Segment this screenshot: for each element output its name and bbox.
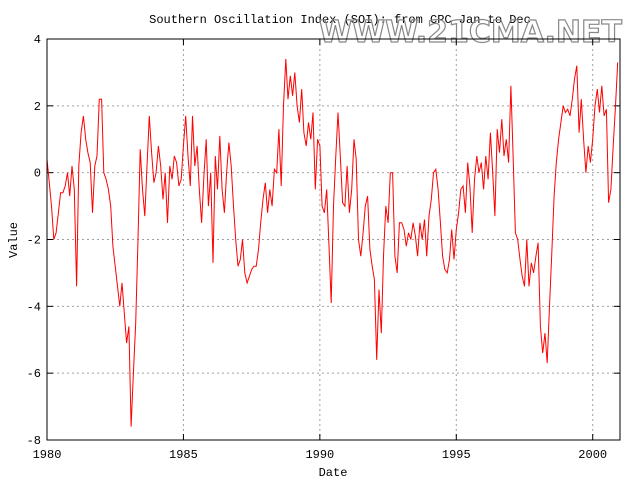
y-axis-label: Value	[7, 222, 21, 258]
x-tick-label: 1990	[305, 448, 334, 462]
soi-series-line	[46, 58, 619, 427]
y-tick-label: 0	[34, 167, 41, 181]
x-axis-label: Date	[319, 466, 348, 480]
y-tick-label: -2	[27, 234, 41, 248]
grid	[47, 39, 620, 440]
y-tick-label: -4	[27, 300, 41, 314]
x-tick-label: 1995	[442, 448, 471, 462]
x-tick-label: 2000	[578, 448, 607, 462]
axis-ticks: -8 -6 -4 -2 0 2 4 1980 1985 1990 1995 2000	[27, 33, 620, 462]
y-tick-label: -8	[27, 434, 41, 448]
x-tick-label: 1985	[169, 448, 198, 462]
y-tick-label: 2	[34, 100, 41, 114]
x-tick-label: 1980	[33, 448, 62, 462]
y-tick-label: -6	[27, 367, 41, 381]
y-tick-label: 4	[34, 33, 41, 47]
plot-frame	[46, 38, 621, 441]
watermark: WWW.21CMA.NET	[319, 15, 623, 50]
chart-title: Southern Oscillation Index (SOI): from C…	[149, 13, 531, 27]
